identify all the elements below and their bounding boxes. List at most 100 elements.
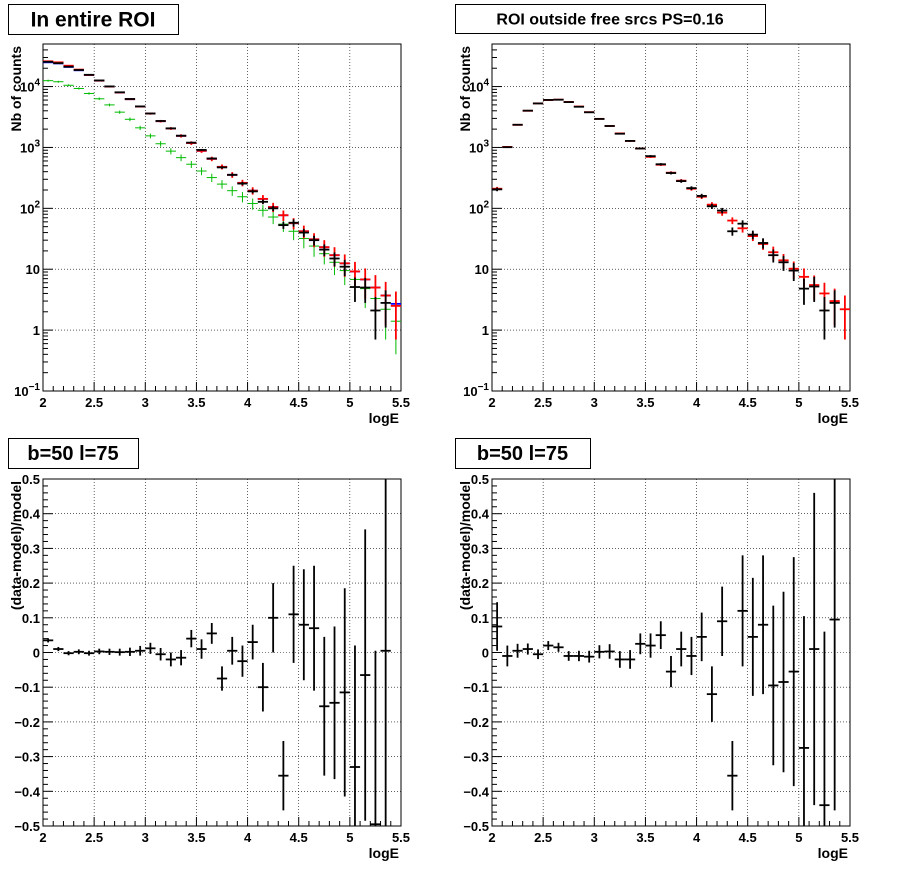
data-point: [624, 140, 636, 142]
data-point: [155, 120, 166, 122]
y-tick-label: −0.3: [14, 750, 40, 765]
data-point: [175, 650, 187, 666]
data-point: [717, 207, 728, 214]
data-point: [563, 101, 574, 103]
data-point: [502, 645, 513, 667]
chart-title: ROI outside free srcs PS=0.16: [496, 11, 723, 28]
data-point: [83, 92, 95, 95]
data-point: [216, 166, 228, 169]
y-tick-label: 0.2: [471, 576, 489, 591]
x-tick-label: 5: [795, 830, 802, 845]
chart-title-box: [8, 438, 139, 469]
data-point: [237, 181, 248, 186]
data-point: [257, 662, 269, 712]
chart-title-box: [455, 438, 591, 469]
data-point: [512, 643, 523, 658]
plot-frame: [491, 478, 851, 827]
data-point: [819, 631, 830, 826]
y-tick-label: −0.5: [463, 819, 489, 834]
x-tick-label: 4: [244, 395, 252, 410]
x-tick-label: 3: [142, 830, 149, 845]
data-point: [614, 132, 625, 135]
data-point: [288, 565, 299, 663]
data-point: [604, 644, 615, 659]
data-point: [584, 650, 595, 663]
x-tick-label: 2.5: [534, 395, 552, 410]
data-point: [53, 80, 64, 83]
x-tick-label: 4: [244, 830, 252, 845]
data-point: [727, 217, 738, 225]
y-tick-label: 0: [33, 646, 40, 661]
data-point: [829, 479, 840, 811]
y-tick-label: 0.1: [471, 611, 489, 626]
data-point: [737, 220, 748, 228]
data-point: [339, 588, 350, 797]
data-point: [543, 641, 554, 651]
y-tick-label: 0: [482, 646, 489, 661]
data-point: [175, 154, 187, 162]
data-point: [83, 650, 95, 656]
data-point: [165, 148, 176, 155]
chart-panel-1: 2 2.5 3 3.5 4 4.5 5 5.5 10−1 1 10 102 103 104 logE Nb o…: [8, 4, 410, 426]
data-point: [196, 639, 207, 659]
x-tick-label: 2: [39, 830, 46, 845]
data-point: [594, 645, 605, 659]
data-point: [155, 141, 166, 147]
data-point: [594, 118, 605, 120]
data-point: [247, 189, 258, 194]
data-point: [278, 221, 289, 229]
data-point: [73, 649, 84, 655]
data-point: [298, 228, 309, 237]
data-point: [257, 199, 269, 205]
y-tick-label: 10−1: [463, 382, 489, 399]
data-point: [237, 645, 248, 677]
x-tick-label: 5.5: [392, 830, 410, 845]
data-point: [553, 642, 564, 652]
data-point: [819, 296, 830, 340]
x-tick-label: 3.5: [187, 395, 205, 410]
data-point: [614, 651, 625, 668]
data-point: [114, 110, 125, 114]
data-point: [145, 112, 156, 115]
data-point: [268, 583, 279, 653]
data-point: [522, 109, 533, 112]
data-point: [135, 125, 146, 131]
data-point: [186, 160, 197, 168]
data-point: [216, 180, 228, 189]
x-tick-label: 5.5: [841, 830, 859, 845]
y-tick-label: 1: [482, 323, 489, 338]
x-tick-label: 3.5: [187, 830, 205, 845]
y-axis-label: (data-model)/model: [8, 481, 24, 610]
chart-title: b=50 l=75: [27, 443, 118, 465]
data-point: [532, 102, 544, 105]
data-point: [604, 125, 615, 127]
data-point: [308, 565, 320, 691]
chart-title-box: [8, 4, 179, 35]
y-tick-label: 102: [469, 199, 489, 216]
x-tick-label: 3: [591, 830, 598, 845]
y-tick-label: 10: [26, 262, 40, 277]
data-point: [839, 295, 850, 340]
y-tick-label: −0.3: [463, 750, 489, 765]
data-point: [532, 649, 544, 660]
data-point: [788, 263, 799, 282]
x-tick-label: 5.5: [392, 395, 410, 410]
x-tick-label: 4.5: [739, 830, 757, 845]
data-point: [206, 623, 217, 644]
data-point: [624, 650, 636, 669]
data-point: [798, 278, 810, 305]
data-point: [645, 633, 656, 658]
data-point: [278, 740, 289, 811]
data-point: [186, 629, 197, 648]
chart-title-box: [455, 4, 766, 34]
data-point: [319, 244, 330, 257]
data-point: [370, 296, 381, 340]
x-tick-label: 3: [142, 395, 149, 410]
data-point: [155, 647, 166, 661]
data-point: [329, 252, 340, 267]
data-point: [94, 97, 105, 101]
x-tick-label: 5: [346, 830, 353, 845]
y-tick-label: 0.5: [471, 472, 489, 487]
data-point: [747, 230, 758, 240]
